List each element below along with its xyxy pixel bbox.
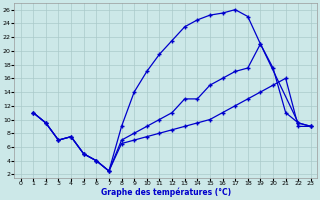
X-axis label: Graphe des températures (°C): Graphe des températures (°C) [101, 188, 231, 197]
